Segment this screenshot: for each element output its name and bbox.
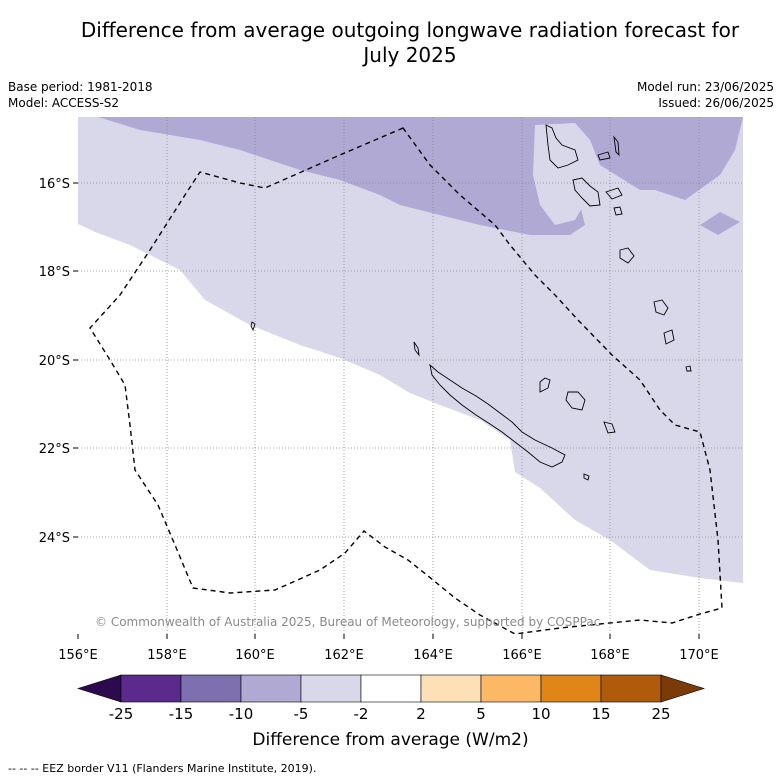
meta-right: Model run: 23/06/2025 Issued: 26/06/2025	[637, 79, 774, 111]
island	[613, 135, 620, 157]
x-tick-label: 160°E	[235, 648, 275, 663]
colorbar-extend-high	[660, 674, 706, 703]
x-tick-label: 168°E	[590, 648, 630, 663]
eez-footnote: -- -- -- EEZ border V11 (Flanders Marine…	[8, 762, 317, 775]
island	[605, 187, 623, 200]
x-tick-label: 158°E	[147, 648, 187, 663]
issued-label: Issued: 26/06/2025	[658, 96, 774, 110]
map-area: © Commonwealth of Australia 2025, Bureau…	[78, 117, 743, 634]
title-line-1: Difference from average outgoing longwav…	[80, 18, 740, 42]
colorbar-tick-label: 5	[476, 705, 486, 723]
colorbar-tick-label: 15	[591, 705, 611, 723]
island	[619, 247, 635, 264]
island	[539, 377, 551, 393]
colorbar-bin	[600, 674, 662, 703]
island	[613, 206, 623, 216]
colorbar-bin	[180, 674, 242, 703]
colorbar-tick-label: -5	[293, 705, 309, 723]
island	[565, 391, 586, 411]
x-tick-label: 156°E	[58, 648, 98, 663]
anomaly-region-gap	[533, 123, 640, 225]
colorbar-bin	[300, 674, 362, 703]
colorbar-bin	[480, 674, 542, 703]
coastlines	[250, 124, 692, 481]
x-tick-label: 170°E	[679, 648, 719, 663]
island	[663, 329, 675, 345]
colorbar-tick-label: -25	[108, 705, 134, 723]
anomaly-region-dark-patch	[700, 212, 740, 235]
colorbar-bin	[360, 674, 422, 703]
colorbar-tick-label: 2	[416, 705, 426, 723]
title-line-2: July 2025	[363, 43, 457, 67]
y-tick-label: 18°S	[39, 265, 70, 280]
colorbar-extend-low	[76, 674, 122, 703]
graticule	[78, 117, 743, 634]
y-tick-label: 24°S	[39, 531, 70, 546]
meta-left: Base period: 1981-2018 Model: ACCESS-S2	[8, 79, 153, 111]
model-label: Model: ACCESS-S2	[8, 96, 120, 110]
anomaly-region-light	[78, 117, 743, 583]
y-tick-label: 22°S	[39, 442, 70, 457]
y-tick-label: 16°S	[39, 177, 70, 192]
x-tick-label: 162°E	[324, 648, 364, 663]
new-caledonia-island	[429, 363, 566, 468]
island	[583, 473, 590, 481]
island	[545, 124, 579, 169]
island	[603, 421, 616, 434]
colorbar-tick-label: -15	[168, 705, 194, 723]
island	[653, 299, 669, 316]
x-tick-label: 164°E	[413, 648, 453, 663]
colorbar-bin	[240, 674, 302, 703]
island	[597, 151, 611, 161]
colorbar-tick-label: 10	[531, 705, 551, 723]
colorbar-tick-label: -10	[228, 705, 254, 723]
model-run-label: Model run: 23/06/2025	[636, 80, 774, 94]
island	[685, 365, 692, 372]
colorbar-bin	[540, 674, 602, 703]
base-period-label: Base period: 1981-2018	[8, 80, 153, 94]
island	[572, 177, 601, 207]
chart-title: Difference from average outgoing longwav…	[30, 18, 781, 68]
colorbar	[76, 674, 706, 703]
y-tick-label: 20°S	[39, 354, 70, 369]
colorbar-bin	[420, 674, 482, 703]
colorbar-bin	[120, 674, 182, 703]
colorbar-tick-label: -2	[353, 705, 369, 723]
x-axis: 156°E 158°E 160°E 162°E 164°E 166°E 168°…	[58, 634, 719, 663]
eez-border	[89, 127, 723, 634]
colorbar-tick-label: 25	[651, 705, 671, 723]
island	[413, 341, 420, 357]
colorbar-title: Difference from average (W/m2)	[252, 730, 529, 750]
x-tick-label: 166°E	[502, 648, 542, 663]
copyright-text: © Commonwealth of Australia 2025, Bureau…	[95, 615, 600, 629]
y-axis: 16°S 18°S 20°S 22°S 24°S	[39, 177, 78, 546]
island	[250, 321, 256, 332]
